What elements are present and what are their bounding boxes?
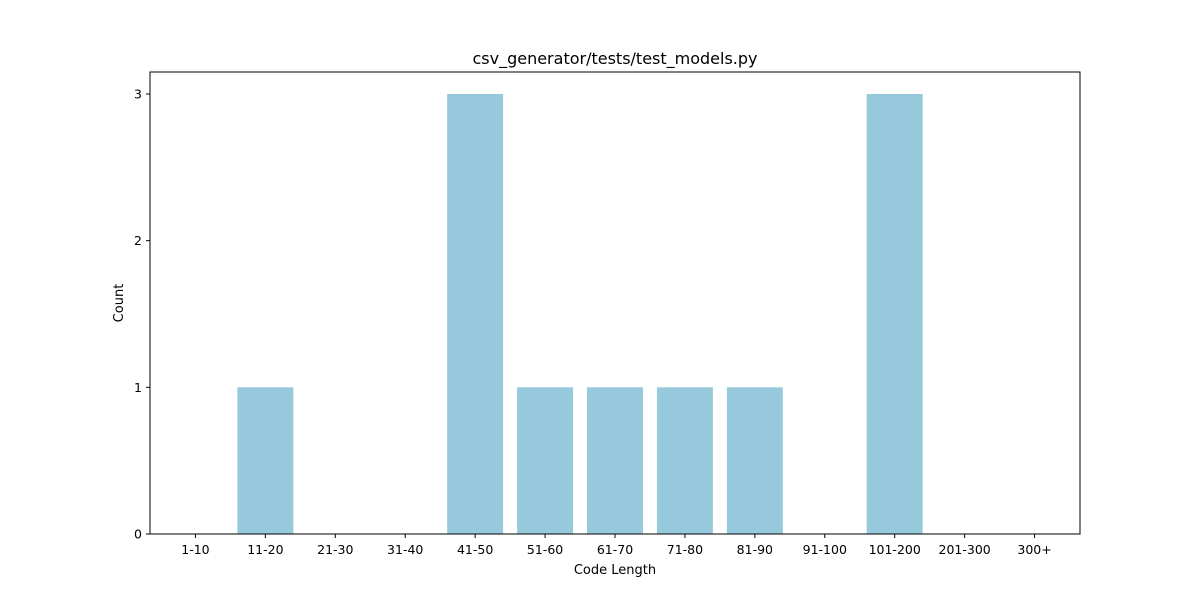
y-axis: 0 1 2 3 (134, 87, 150, 542)
x-tick-label: 51-60 (527, 542, 563, 557)
x-axis-label: Code Length (574, 563, 656, 578)
bar-11-20 (237, 387, 294, 534)
y-tick-label: 0 (134, 527, 142, 542)
bar-101-200 (866, 94, 923, 534)
x-tick-label: 11-20 (247, 542, 283, 557)
bar-51-60 (517, 387, 574, 534)
x-tick-label: 101-200 (869, 542, 921, 557)
y-tick-label: 3 (134, 87, 142, 102)
x-axis: 1-10 11-20 21-30 31-40 41-50 51-60 61-70 71-80 8… (181, 534, 1052, 557)
x-tick-label: 81-90 (737, 542, 773, 557)
x-tick-label: 300+ (1017, 542, 1051, 557)
y-tick-label: 2 (134, 233, 142, 248)
x-tick-label: 201-300 (939, 542, 991, 557)
x-tick-label: 61-70 (597, 542, 633, 557)
chart-title: csv_generator/tests/test_models.py (472, 49, 757, 69)
bar-81-90 (726, 387, 783, 534)
x-tick-label: 71-80 (667, 542, 703, 557)
bar-61-70 (587, 387, 643, 534)
bar-41-50 (447, 94, 504, 534)
bar-71-80 (656, 387, 713, 534)
x-tick-label: 91-100 (803, 542, 847, 557)
x-tick-label: 1-10 (181, 542, 209, 557)
y-tick-label: 1 (134, 380, 142, 395)
y-axis-label: Count (112, 284, 127, 323)
x-tick-label: 21-30 (317, 542, 353, 557)
x-tick-label: 41-50 (457, 542, 493, 557)
x-tick-label: 31-40 (387, 542, 423, 557)
bars-layer (237, 94, 923, 534)
